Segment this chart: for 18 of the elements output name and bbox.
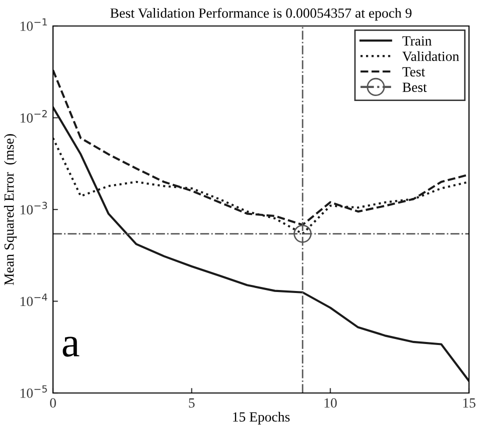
legend-label: Test [402,67,426,76]
y-axis-title: Mean Squared Error (mse) [4,134,17,286]
x-tick-label: 0 [50,398,56,408]
x-tick-label: 15 [463,398,476,408]
legend-label: Validation [402,51,460,62]
y-tick-label: 10$^{−5}$ [20,385,47,398]
x-axis-title: 15 Epochs [233,412,290,424]
y-tick-label: 10$^{−1}$ [20,18,47,31]
x-tick-label: 10 [324,398,337,408]
y-tick-label: 10$^{−3}$ [20,202,47,214]
line-series [53,106,469,382]
legend-label: Train [402,36,432,46]
y-tick-label: 10$^{−4}$ [20,294,48,306]
x-tick-label: 5 [189,398,195,408]
legend-label: Best [402,82,427,92]
annotation: a [62,336,80,357]
chart-title: Best Validation Performance is 0.00054357 at epoch 9 [110,8,412,21]
y-tick-label: 10$^{−2}$ [20,110,47,123]
